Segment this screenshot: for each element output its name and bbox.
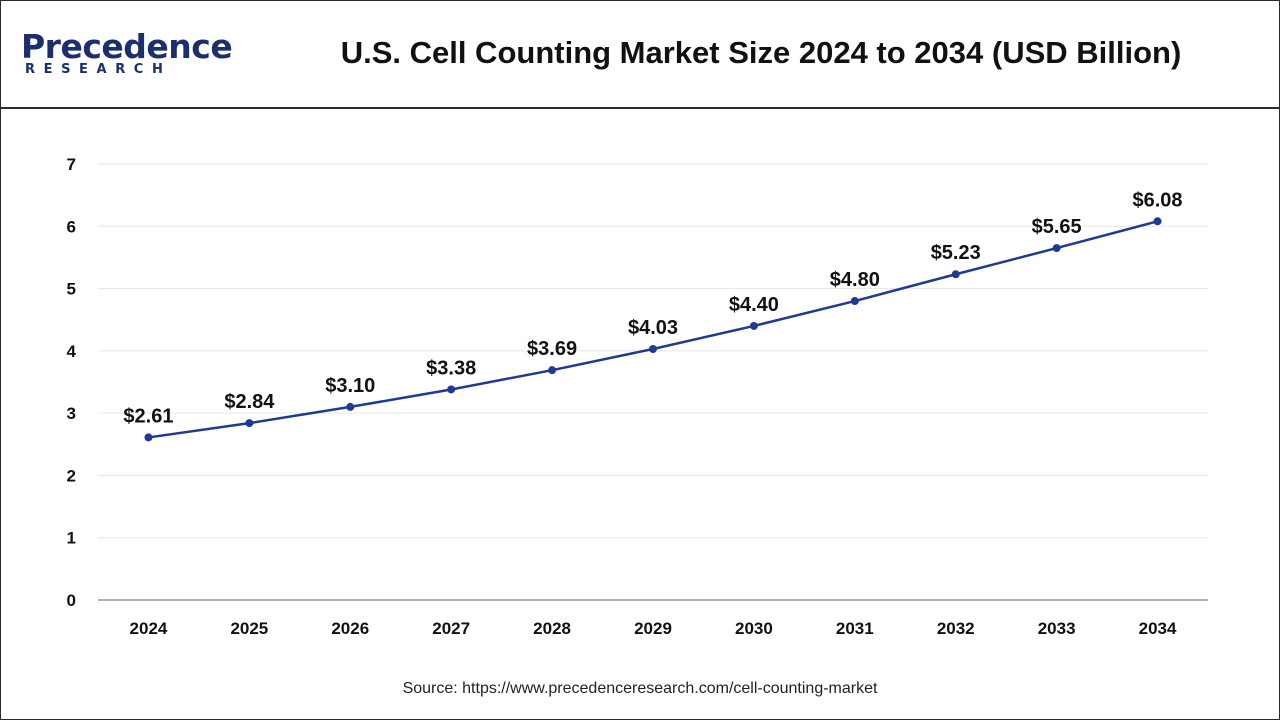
x-tick-label: 2030 bbox=[735, 619, 773, 638]
data-label: $3.10 bbox=[325, 375, 375, 397]
chart-title: U.S. Cell Counting Market Size 2024 to 2… bbox=[340, 35, 1182, 70]
data-point bbox=[548, 366, 557, 375]
data-point bbox=[749, 321, 758, 330]
y-tick-label: 3 bbox=[67, 404, 76, 423]
source-text: Source: https://www.precedenceresearch.c… bbox=[402, 680, 878, 697]
brand-logo: Precedence RESEARCH bbox=[21, 27, 233, 85]
data-point bbox=[951, 270, 960, 279]
x-tick-label: 2029 bbox=[634, 619, 672, 638]
data-label: $3.69 bbox=[527, 338, 577, 360]
header: Precedence RESEARCH U.S. Cell Counting M… bbox=[1, 1, 1279, 109]
y-tick-label: 7 bbox=[67, 155, 76, 174]
x-tick-label: 2032 bbox=[937, 619, 975, 638]
data-label: $5.65 bbox=[1032, 216, 1082, 238]
data-point bbox=[346, 402, 355, 411]
y-tick-label: 4 bbox=[67, 342, 77, 361]
brand-name: Precedence bbox=[21, 27, 233, 66]
x-tick-label: 2024 bbox=[130, 619, 168, 638]
data-point bbox=[1153, 217, 1162, 226]
data-label: $6.08 bbox=[1133, 189, 1183, 211]
data-label: $4.03 bbox=[628, 317, 678, 339]
data-label: $2.61 bbox=[123, 405, 173, 427]
data-label: $4.40 bbox=[729, 294, 779, 316]
x-tick-label: 2027 bbox=[432, 619, 470, 638]
x-tick-label: 2028 bbox=[533, 619, 571, 638]
data-label: $3.38 bbox=[426, 357, 476, 379]
data-label: $5.23 bbox=[931, 242, 981, 264]
x-tick-label: 2031 bbox=[836, 619, 874, 638]
data-label: $4.80 bbox=[830, 269, 880, 291]
x-tick-label: 2026 bbox=[331, 619, 369, 638]
y-tick-label: 6 bbox=[67, 217, 76, 236]
brand-sub: RESEARCH bbox=[25, 62, 172, 77]
data-point bbox=[1052, 244, 1061, 253]
x-tick-label: 2025 bbox=[230, 619, 268, 638]
data-point bbox=[245, 419, 254, 428]
y-tick-label: 1 bbox=[67, 529, 76, 548]
data-point bbox=[649, 344, 657, 353]
data-point bbox=[144, 433, 153, 442]
data-point bbox=[850, 297, 859, 306]
y-tick-label: 0 bbox=[67, 591, 76, 610]
data-label: $2.84 bbox=[224, 391, 275, 413]
data-point bbox=[447, 385, 456, 394]
y-tick-label: 2 bbox=[67, 466, 76, 485]
x-tick-label: 2033 bbox=[1038, 619, 1076, 638]
x-tick-label: 2034 bbox=[1139, 619, 1177, 638]
y-tick-label: 5 bbox=[67, 280, 76, 299]
